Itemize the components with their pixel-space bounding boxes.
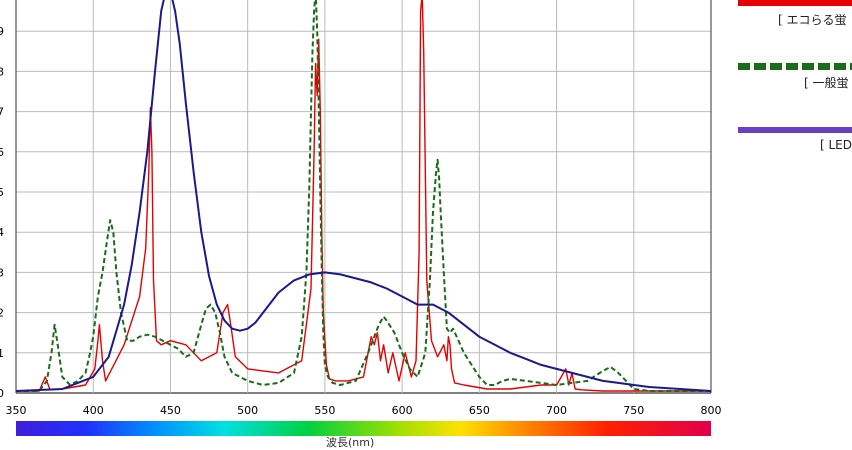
y-tick-label: 4 (0, 226, 4, 239)
y-tick-labels: 0 1 2 3 4 5 6 7 8 9 (0, 25, 4, 400)
x-tick-label: 400 (83, 404, 104, 417)
x-tick-labels: 350 400 450 500 550 600 650 700 750 800 (6, 404, 722, 417)
y-tick-label: 9 (0, 25, 4, 38)
x-tick-label: 450 (160, 404, 181, 417)
series-line-ecorall (16, 0, 711, 392)
series-line-general (16, 0, 711, 392)
legend-swatch-led (738, 127, 852, 133)
legend-label-led: [ LED (820, 138, 852, 152)
series-lines (16, 0, 711, 392)
legend-entry-led: [ LED (738, 127, 852, 152)
x-tick-label: 750 (623, 404, 644, 417)
y-tick-label: 3 (0, 266, 4, 279)
y-tick-label: 7 (0, 106, 4, 119)
y-tick-label: 5 (0, 186, 4, 199)
x-tick-label: 700 (546, 404, 567, 417)
y-tick-label: 8 (0, 65, 4, 78)
x-tick-label: 650 (469, 404, 490, 417)
x-tick-label: 350 (6, 404, 27, 417)
x-tick-label: 600 (392, 404, 413, 417)
y-tick-label: 0 (0, 387, 4, 400)
legend-swatch-general (738, 63, 852, 70)
legend-swatch-ecorall (738, 0, 852, 6)
y-tick-label: 2 (0, 307, 4, 320)
x-axis-label: 波長(nm) (326, 436, 375, 449)
grid-lines (15, 0, 712, 394)
legend-label-general: [ 一般蛍 (804, 76, 849, 90)
legend-label-ecorall: [ エコらる蛍 (778, 13, 847, 27)
x-tick-label: 800 (701, 404, 722, 417)
x-tick-label: 550 (314, 404, 335, 417)
x-tick-label: 500 (237, 404, 258, 417)
series-line-led (16, 0, 711, 392)
y-tick-label: 6 (0, 146, 4, 159)
legend-entry-general: [ 一般蛍 (738, 63, 852, 91)
spectrum-color-bar (16, 421, 711, 436)
legend: [ エコらる蛍 (738, 0, 852, 28)
y-tick-label: 1 (0, 347, 4, 360)
